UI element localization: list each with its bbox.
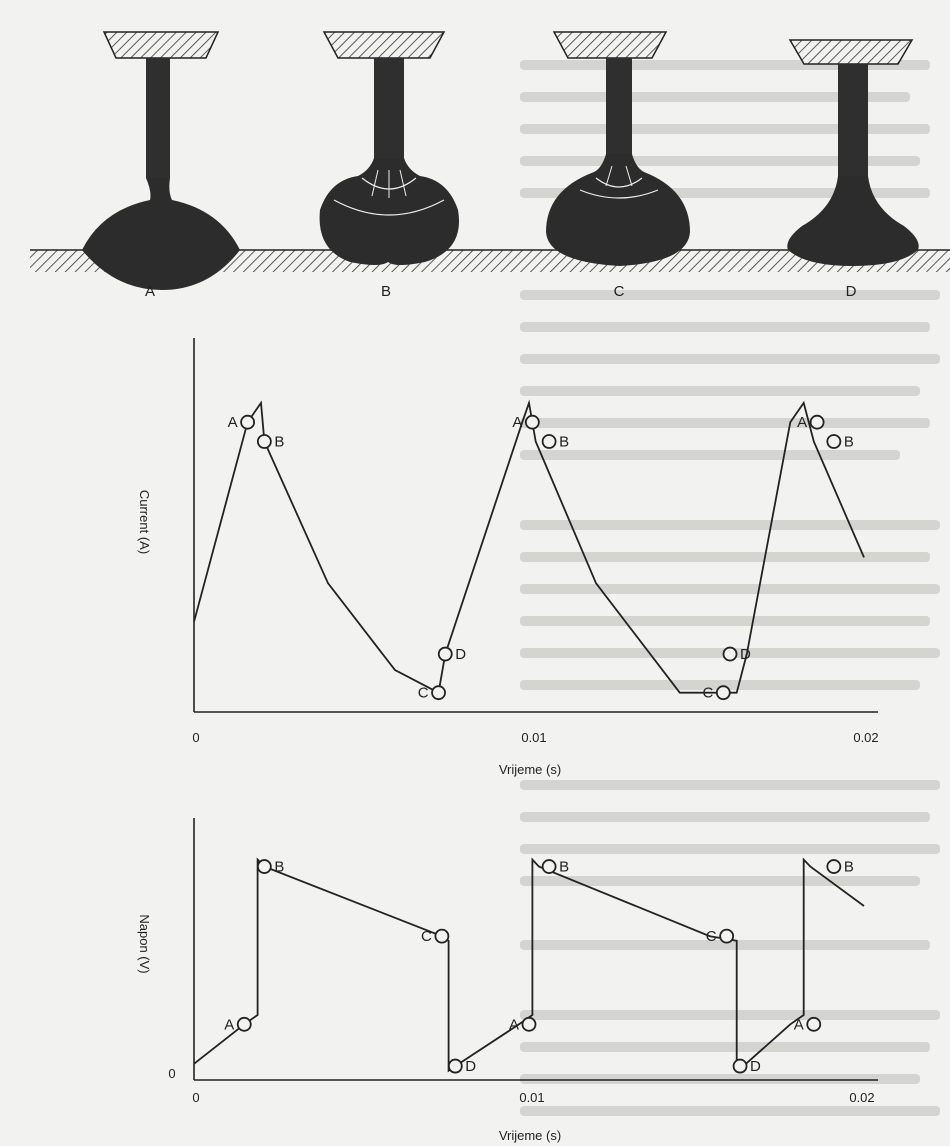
voltage-point-b-1 (541, 859, 557, 874)
voltage-point-label-b-1: B (559, 859, 569, 876)
voltage-point-c-0 (434, 928, 450, 944)
current-point-label-c-0: C (418, 685, 429, 702)
current-point-label-d-0: D (455, 646, 466, 663)
voltage-point-b-2 (826, 859, 842, 874)
stage-d-drawing (787, 39, 919, 266)
current-point-a-0 (240, 414, 256, 430)
voltage-point-label-b-2: B (844, 859, 854, 876)
voltage-point-label-d-0: D (465, 1058, 476, 1075)
stage-b-drawing (319, 31, 460, 265)
current-point-b-2 (826, 434, 842, 449)
voltage-point-label-d-1: D (750, 1058, 761, 1075)
current-point-label-a-2: A (797, 414, 807, 431)
voltage-x-tick-0: 0 (192, 1090, 199, 1105)
current-point-d-1 (722, 646, 738, 662)
current-point-label-c-1: C (702, 685, 713, 702)
current-x-axis-label: Vrijeme (s) (499, 762, 561, 777)
current-point-c-1 (715, 685, 731, 701)
stage-label-b: B (381, 283, 391, 300)
current-x-tick-0: 0 (192, 730, 199, 745)
voltage-point-label-c-0: C (421, 928, 432, 945)
voltage-y-origin: 0 (168, 1066, 175, 1081)
current-series-line (193, 399, 865, 695)
voltage-point-d-0 (447, 1058, 463, 1074)
voltage-x-tick-002: 0.02 (849, 1090, 874, 1105)
stage-c-drawing (546, 31, 690, 266)
voltage-point-b-0 (256, 859, 272, 874)
current-chart: A A A B B B C C D D 0 0.01 0.02 Vrijeme (s) Curre… (137, 338, 879, 777)
current-point-label-b-1: B (559, 434, 569, 451)
current-point-label-a-1: A (512, 414, 522, 431)
stage-label-a: A (145, 283, 155, 300)
current-x-tick-001: 0.01 (521, 730, 546, 745)
current-point-a-1 (524, 414, 540, 430)
current-point-c-0 (431, 685, 446, 701)
voltage-chart: A A A B B B C C D D 0 0 0.01 0.02 Vrijeme (s) Nap… (137, 818, 878, 1143)
voltage-x-axis-label: Vrijeme (s) (499, 1128, 561, 1143)
voltage-point-a-1 (521, 1016, 537, 1032)
current-x-tick-002: 0.02 (853, 730, 878, 745)
stage-a-drawing (82, 31, 240, 290)
current-y-axis-label: Current (A) (137, 490, 152, 554)
voltage-point-c-1 (719, 928, 735, 944)
voltage-x-tick-001: 0.01 (519, 1090, 544, 1105)
stage-label-c: C (614, 283, 625, 300)
current-point-label-d-1: D (740, 646, 751, 663)
current-point-a-2 (809, 414, 825, 430)
current-point-b-0 (256, 434, 272, 449)
voltage-series-line (193, 857, 865, 1073)
voltage-point-a-0 (236, 1016, 252, 1032)
voltage-point-label-a-0: A (224, 1016, 234, 1033)
current-point-b-1 (541, 434, 557, 449)
droplet-transfer-illustration: A B C D (30, 31, 950, 300)
voltage-y-axis-label: Napon (V) (137, 914, 152, 973)
stage-label-d: D (846, 283, 857, 300)
voltage-point-label-a-1: A (509, 1016, 519, 1033)
voltage-point-d-1 (732, 1058, 748, 1074)
voltage-point-label-b-0: B (274, 859, 284, 876)
current-point-label-b-0: B (274, 434, 284, 451)
current-point-label-a-0: A (228, 414, 238, 431)
workpiece-surface (30, 250, 950, 272)
voltage-point-label-a-2: A (794, 1016, 804, 1033)
voltage-point-label-c-1: C (706, 928, 717, 945)
voltage-point-a-2 (806, 1016, 822, 1032)
current-point-d-0 (437, 646, 453, 662)
current-point-label-b-2: B (844, 434, 854, 451)
